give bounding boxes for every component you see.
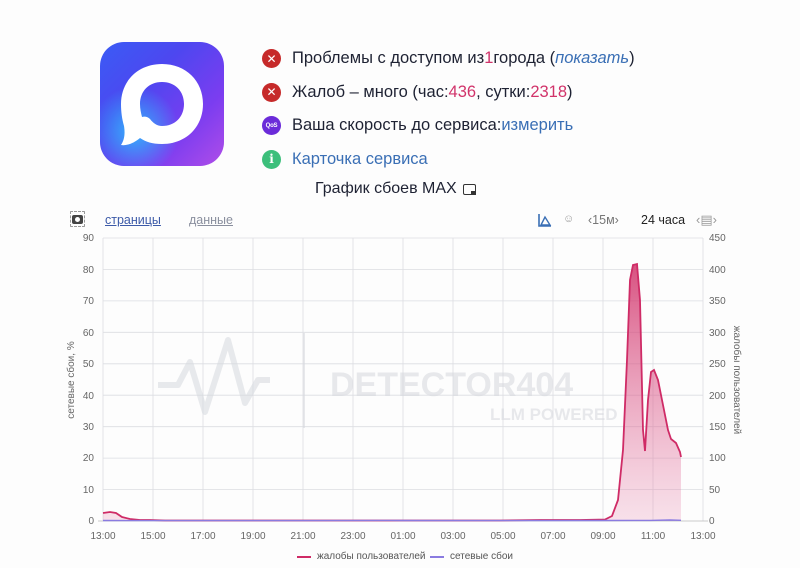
error-x-icon: ✕ (262, 49, 281, 69)
status-speed: QoS Ваша скорость до сервиса: измерить (262, 109, 635, 143)
svg-text:10: 10 (83, 485, 95, 496)
chart-title: График сбоев MAX (315, 180, 476, 198)
status-service-card: i Карточка сервиса (262, 143, 635, 177)
svg-text:13:00: 13:00 (690, 531, 715, 542)
complaints-area (103, 264, 681, 521)
x-axis: 13:00 15:00 17:00 19:00 21:00 23:00 01:0… (90, 531, 715, 542)
legend-swatch (430, 555, 444, 558)
range-selector[interactable]: 24 часа (641, 213, 686, 227)
svg-text:LLM POWERED: LLM POWERED (490, 405, 618, 424)
show-cities-link[interactable]: показать (555, 49, 630, 68)
svg-text:15:00: 15:00 (140, 531, 165, 542)
outage-chart: DETECTOR404 LLM POWERED 90 80 70 60 50 40 30… (65, 233, 743, 542)
area-chart-icon[interactable] (538, 214, 552, 227)
svg-text:200: 200 (709, 391, 726, 402)
svg-text:450: 450 (709, 233, 726, 244)
svg-text:11:00: 11:00 (641, 531, 666, 542)
svg-text:19:00: 19:00 (240, 531, 265, 542)
complaints-day: 2318 (530, 82, 568, 101)
interval-selector[interactable]: ‹15м› (588, 213, 619, 227)
left-axis-label: сетевые сбои, % (65, 341, 77, 419)
error-x-icon: ✕ (262, 82, 281, 102)
right-y-axis: 450 400 350 300 250 200 150 100 50 0 (709, 233, 726, 527)
svg-text:30: 30 (83, 422, 95, 433)
calendar-icon[interactable]: ‹▤› (696, 212, 717, 227)
status-list: ✕ Проблемы с доступом из 1 города ( пока… (262, 42, 635, 176)
svg-text:13:00: 13:00 (90, 531, 115, 542)
svg-text:400: 400 (709, 265, 726, 276)
camera-icon[interactable] (70, 211, 85, 227)
svg-text:09:00: 09:00 (590, 531, 615, 542)
max-app-icon (100, 42, 224, 166)
svg-text:50: 50 (709, 485, 721, 496)
screenshot-icon[interactable] (462, 183, 476, 195)
left-y-axis: 90 80 70 60 50 40 30 20 10 0 (83, 233, 95, 527)
legend-network[interactable]: сетевые сбои (430, 551, 513, 562)
svg-text:100: 100 (709, 453, 726, 464)
svg-text:21:00: 21:00 (290, 531, 315, 542)
service-card-link[interactable]: Карточка сервиса (292, 149, 428, 168)
complaints-hour: 436 (448, 82, 477, 101)
status-access-problems: ✕ Проблемы с доступом из 1 города ( пока… (262, 42, 635, 76)
chart-toolbar: страницы данные ☺ ‹15м› 24 часа ‹▤› (0, 211, 800, 232)
svg-text:05:00: 05:00 (490, 531, 515, 542)
status-complaints: ✕ Жалоб – много (час: 436 , сутки: 2318 … (262, 76, 635, 110)
svg-text:03:00: 03:00 (440, 531, 465, 542)
watermark: DETECTOR404 LLM POWERED (158, 333, 618, 428)
svg-text:23:00: 23:00 (340, 531, 365, 542)
qos-icon: QoS (262, 116, 281, 136)
svg-text:80: 80 (83, 265, 95, 276)
svg-text:70: 70 (83, 296, 95, 307)
svg-text:150: 150 (709, 422, 726, 433)
tab-pages[interactable]: страницы (105, 213, 161, 227)
svg-text:90: 90 (83, 233, 95, 244)
user-icon[interactable]: ☺ (563, 213, 575, 225)
svg-text:300: 300 (709, 328, 726, 339)
svg-text:350: 350 (709, 296, 726, 307)
legend-complaints[interactable]: жалобы пользователей (297, 551, 426, 562)
max-logo-icon (121, 64, 203, 146)
svg-text:40: 40 (83, 391, 95, 402)
network-line (102, 519, 682, 522)
measure-speed-link[interactable]: измерить (501, 116, 574, 135)
tab-data[interactable]: данные (189, 213, 233, 227)
svg-text:17:00: 17:00 (190, 531, 215, 542)
svg-text:50: 50 (83, 359, 95, 370)
legend-swatch (297, 555, 311, 558)
city-count: 1 (484, 49, 494, 68)
svg-text:250: 250 (709, 359, 726, 370)
svg-text:07:00: 07:00 (540, 531, 565, 542)
svg-text:0: 0 (88, 516, 94, 527)
right-axis-label: жалобы пользователей (731, 326, 743, 435)
info-icon: i (262, 149, 281, 169)
svg-text:DETECTOR404: DETECTOR404 (330, 366, 573, 404)
svg-text:20: 20 (83, 453, 95, 464)
svg-text:60: 60 (83, 328, 95, 339)
svg-text:0: 0 (709, 516, 715, 527)
svg-text:01:00: 01:00 (390, 531, 415, 542)
